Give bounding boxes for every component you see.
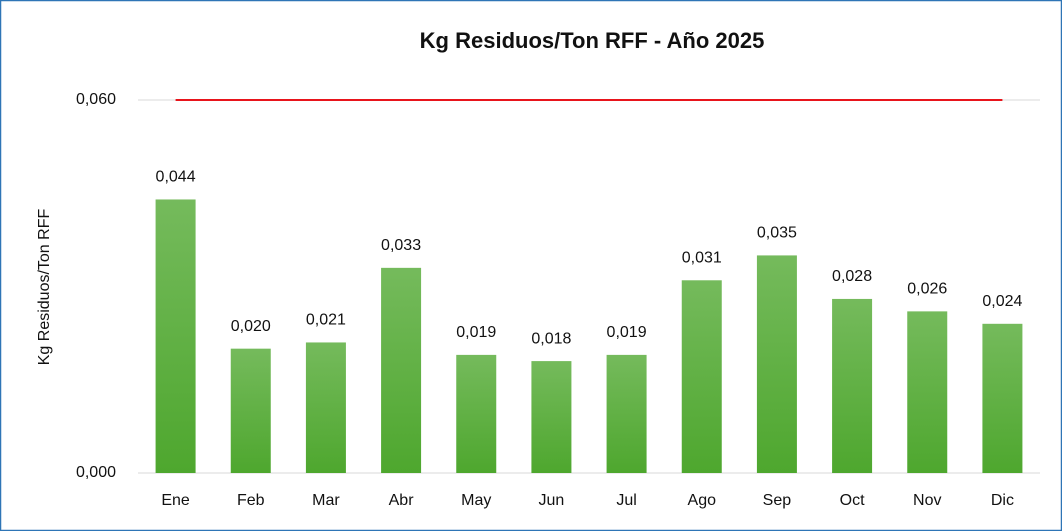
x-tick-label: May <box>461 492 491 509</box>
x-tick-label: Abr <box>389 492 415 509</box>
bar <box>606 354 647 473</box>
data-label: 0,021 <box>306 312 346 329</box>
data-label: 0,044 <box>156 169 196 186</box>
bar <box>305 342 346 473</box>
data-label: 0,031 <box>682 250 722 267</box>
bar <box>982 323 1023 473</box>
x-tick-label: Feb <box>237 492 265 509</box>
data-label: 0,035 <box>757 225 797 242</box>
chart-title: Kg Residuos/Ton RFF - Año 2025 <box>420 28 765 53</box>
bar <box>456 354 497 473</box>
data-label: 0,019 <box>456 324 496 341</box>
x-tick-label: Ago <box>688 492 717 509</box>
y-axis-label: Kg Residuos/Ton RFF <box>36 209 53 366</box>
data-label: 0,018 <box>531 330 571 347</box>
bar <box>381 267 422 473</box>
x-tick-label: Mar <box>312 492 340 509</box>
x-tick-label: Oct <box>840 492 865 509</box>
bar <box>531 361 572 473</box>
bar <box>756 255 797 473</box>
bar <box>155 199 196 473</box>
x-tick-label: Nov <box>913 492 941 509</box>
data-label: 0,028 <box>832 268 872 285</box>
x-tick-label: Jun <box>539 492 565 509</box>
y-tick-label: 0,060 <box>76 91 116 108</box>
x-tick-label: Ene <box>161 492 190 509</box>
y-tick-label: 0,000 <box>76 464 116 481</box>
data-label: 0,026 <box>907 281 947 298</box>
bar <box>681 280 722 473</box>
x-tick-label: Dic <box>991 492 1014 509</box>
x-tick-label: Sep <box>763 492 792 509</box>
bar <box>832 298 873 473</box>
x-tick-label: Jul <box>616 492 636 509</box>
bar <box>907 311 948 473</box>
data-label: 0,020 <box>231 318 271 335</box>
data-label: 0,019 <box>607 324 647 341</box>
bar <box>230 348 271 473</box>
data-label: 0,024 <box>982 293 1022 310</box>
data-label: 0,033 <box>381 237 421 254</box>
